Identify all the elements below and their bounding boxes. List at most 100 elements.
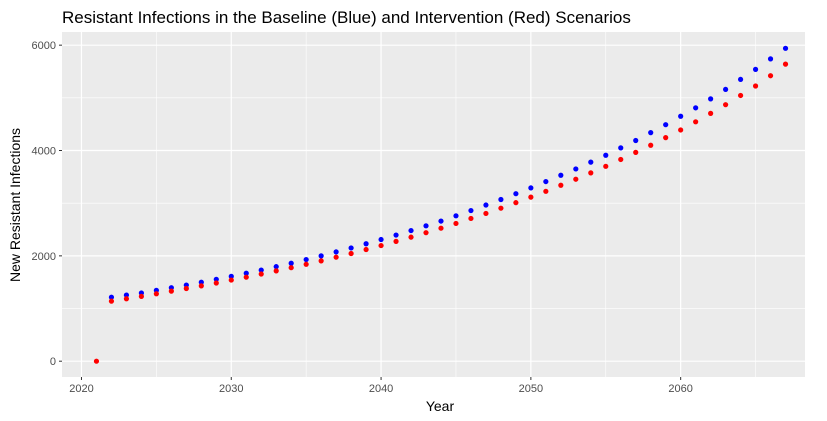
intervention-point [123,296,130,302]
baseline-point [243,270,249,276]
x-tick-label: 2050 [519,383,543,395]
intervention-point [93,358,100,364]
y-axis-title: New Resistant Infections [7,128,23,282]
baseline-point [213,276,219,282]
intervention-point [153,291,159,297]
intervention-point [558,182,564,188]
intervention-point [183,285,189,292]
baseline-point [303,256,309,263]
baseline-point [228,273,234,279]
intervention-point [782,61,789,67]
baseline-point [408,227,414,234]
intervention-point [333,254,339,260]
intervention-point [528,194,534,200]
intervention-point [243,274,249,280]
intervention-point [767,73,774,79]
baseline-point [663,122,669,128]
intervention-point [723,102,729,108]
baseline-point [123,292,130,298]
intervention-point [737,92,744,99]
intervention-point [408,234,414,240]
intervention-point [258,271,264,277]
intervention-point [438,225,444,231]
baseline-point [333,249,339,255]
intervention-point [663,135,669,141]
x-tick-label: 2060 [668,383,692,395]
intervention-point [603,163,609,169]
baseline-point [393,232,399,238]
baseline-point [498,196,504,203]
intervention-point [513,200,519,206]
baseline-point [558,172,564,178]
baseline-point [273,264,279,270]
baseline-point [468,207,474,214]
intervention-point [168,288,174,294]
x-axis-title: Year [426,398,455,414]
intervention-point [213,280,219,286]
baseline-point [737,76,744,83]
baseline-point [693,105,699,111]
baseline-point [618,145,624,151]
baseline-point [528,185,534,191]
baseline-point [588,159,594,165]
y-tick-label: 0 [50,356,56,368]
grid-major [62,32,805,377]
baseline-point [423,223,429,229]
intervention-point [633,149,639,155]
intervention-point [198,283,204,289]
baseline-point [543,178,549,185]
intervention-point [498,205,504,211]
intervention-point [618,156,624,163]
baseline-point [363,241,369,247]
intervention-point [708,110,714,116]
baseline-point [603,152,609,158]
baseline-point [438,218,444,224]
tick-labels: 2020 2030 2040 2050 2060 0 2000 4000 6000 [32,40,693,395]
intervention-point [468,215,474,222]
intervention-point [288,265,294,271]
intervention-point [228,277,234,283]
intervention-point [303,261,309,267]
baseline-point [198,279,204,285]
baseline-point [483,202,489,208]
baseline-point [752,66,759,72]
baseline-point [708,96,714,102]
data-points [93,45,789,364]
baseline-point [633,137,639,144]
intervention-point [648,142,654,148]
axis-ticks [59,44,682,380]
baseline-point [378,236,384,243]
baseline-point [767,56,774,62]
y-tick-label: 2000 [32,251,56,263]
intervention-point [348,250,354,257]
intervention-point [273,268,279,274]
baseline-point [648,130,654,136]
chart-title: Resistant Infections in the Baseline (Bl… [62,8,631,27]
baseline-point [723,86,729,93]
x-tick-label: 2040 [369,383,393,395]
baseline-point [288,260,294,266]
intervention-point [363,246,369,253]
baseline-point [348,245,354,251]
intervention-point [752,83,759,89]
baseline-point [513,191,519,197]
intervention-point [378,242,384,249]
intervention-point [318,258,324,264]
intervention-point [693,119,699,125]
intervention-point [138,293,144,300]
baseline-point [678,113,684,119]
intervention-point [543,188,549,194]
y-tick-label: 6000 [32,40,56,52]
baseline-point [453,213,459,219]
intervention-point [678,127,684,133]
intervention-point [108,298,115,304]
intervention-point [393,238,399,244]
intervention-point [423,230,429,236]
plot-panel [62,32,805,377]
intervention-point [483,210,489,217]
baseline-point [573,166,579,172]
baseline-point [782,45,789,51]
baseline-point [318,253,324,259]
x-tick-label: 2030 [219,383,243,395]
